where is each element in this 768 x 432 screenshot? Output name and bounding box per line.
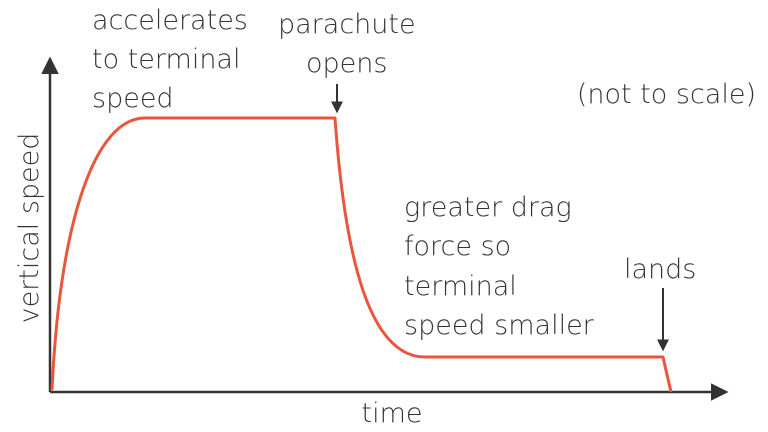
annotation-accelerates: accelerates to terminal speed (92, 5, 256, 114)
annotation-line: terminal (404, 271, 517, 302)
annotation-line: force so (404, 231, 511, 262)
annotation-lands: lands (624, 254, 696, 285)
annotation-line: opens (306, 48, 387, 79)
y-axis-label: vertical speed (14, 133, 45, 324)
x-axis-label: time (361, 398, 422, 429)
annotation-drag: greater drag force so terminal speed sma… (404, 192, 595, 341)
speed-curve (50, 116, 673, 393)
annotation-line: speed smaller (404, 310, 595, 341)
annotation-parachute: parachute opens (278, 9, 424, 79)
annotation-line: to terminal (92, 44, 240, 75)
annotation-line: greater drag (404, 192, 572, 223)
not-to-scale-note: (not to scale) (577, 79, 756, 110)
annotation-line: speed (92, 83, 174, 114)
annotation-line: accelerates (92, 5, 248, 36)
annotation-line: parachute (278, 9, 416, 40)
